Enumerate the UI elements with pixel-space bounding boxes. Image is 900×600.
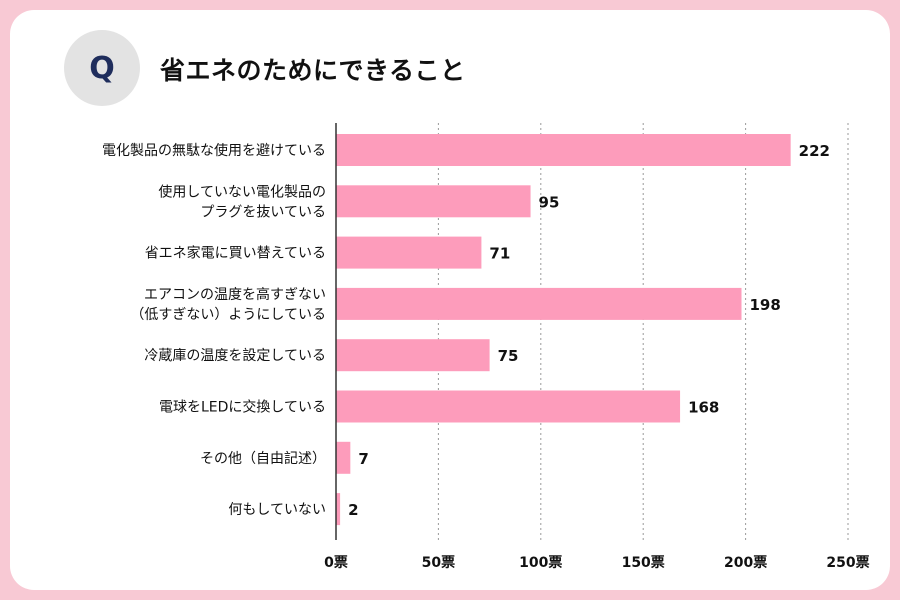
category-label: （低すぎない）ようにしている [130, 307, 326, 323]
category-label: 省エネ家電に買い替えている [145, 245, 326, 262]
bar [336, 390, 681, 423]
bar [336, 287, 742, 320]
bar [336, 441, 351, 474]
category-label: エアコンの温度を高すぎない [144, 286, 326, 303]
bar [336, 236, 482, 269]
bar [336, 339, 490, 372]
x-tick-label: 250票 [826, 555, 869, 571]
bar [336, 134, 791, 166]
bar [336, 185, 531, 218]
bar-value-label: 75 [498, 347, 519, 365]
x-tick-label: 0票 [324, 555, 348, 571]
x-tick-label: 50票 [422, 555, 455, 571]
bar-value-label: 168 [688, 399, 719, 417]
question-badge: Q [64, 30, 140, 106]
category-label: その他（自由記述） [200, 450, 326, 467]
chart-title: 省エネのためにできること [160, 56, 466, 85]
category-label: 何もしていない [228, 502, 326, 518]
bar-value-label: 198 [750, 296, 781, 314]
bar-value-label: 7 [358, 450, 368, 468]
bar-value-label: 222 [799, 142, 830, 160]
bar [336, 493, 341, 526]
bar-value-label: 2 [348, 501, 358, 519]
category-label: プラグを抜いている [200, 204, 326, 220]
category-label: 使用していない電化製品の [158, 183, 326, 200]
x-tick-label: 100票 [519, 555, 562, 571]
bar-value-label: 95 [539, 193, 560, 211]
x-tick-label: 200票 [724, 555, 767, 571]
category-label: 電球をLEDに交換している [159, 399, 326, 416]
category-label: 冷蔵庫の温度を設定している [144, 347, 326, 364]
bar-value-label: 71 [489, 245, 510, 263]
x-tick-label: 150票 [622, 555, 665, 571]
category-label: 電化製品の無駄な使用を避けている [102, 142, 326, 159]
